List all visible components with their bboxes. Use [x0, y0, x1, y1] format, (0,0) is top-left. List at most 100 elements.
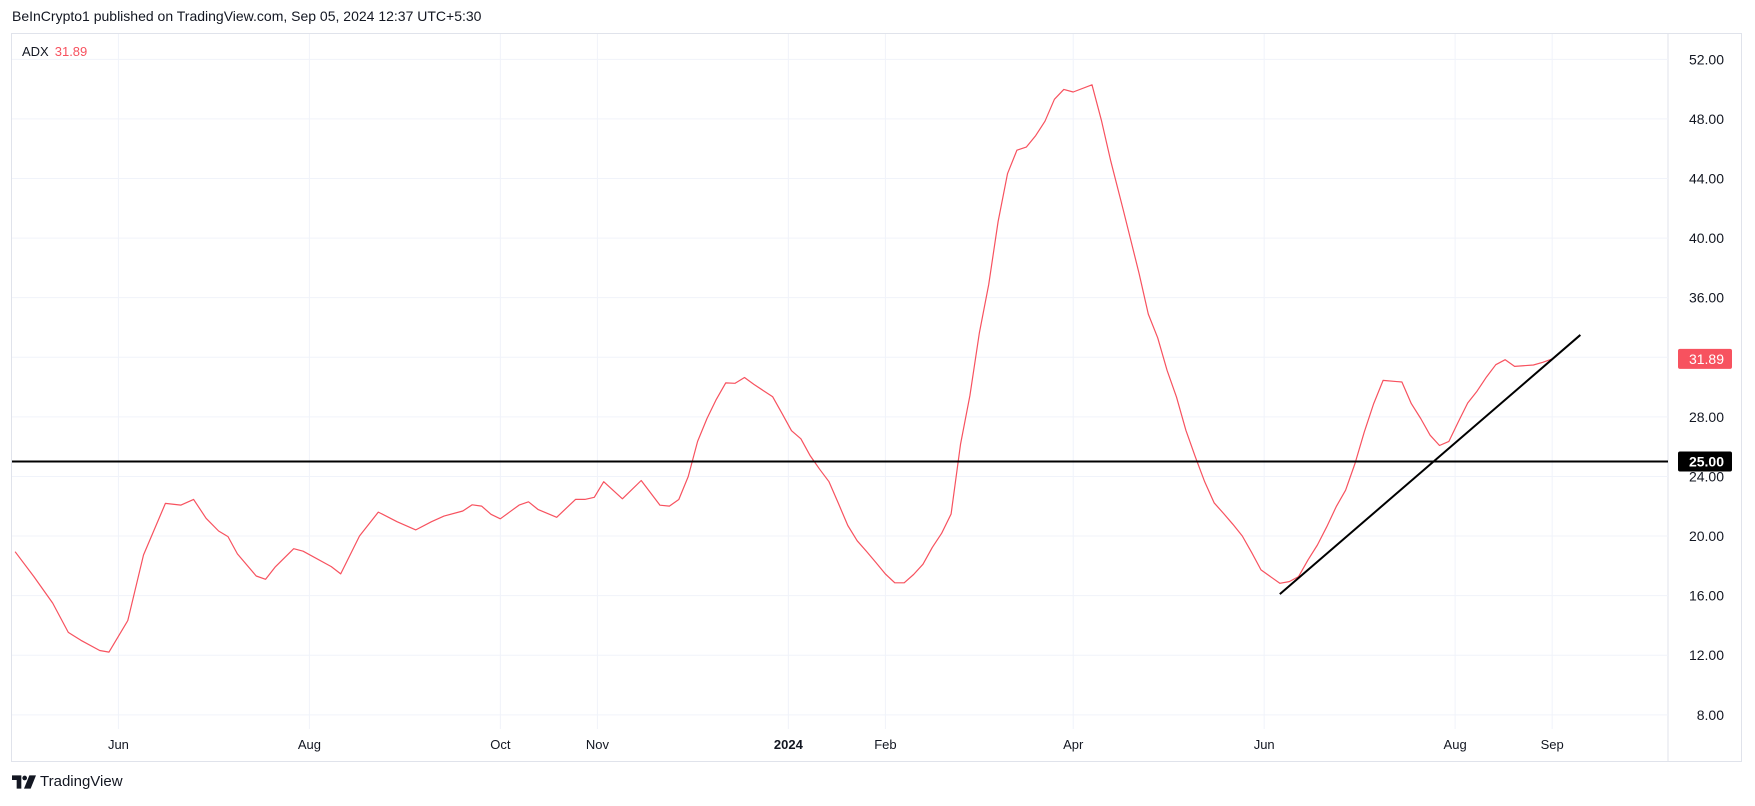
- data-point: [236, 553, 238, 555]
- data-point: [1035, 135, 1037, 137]
- data-point: [1335, 506, 1337, 508]
- data-point: [1542, 361, 1544, 363]
- data-point: [1485, 376, 1487, 378]
- data-point: [1326, 526, 1328, 528]
- data-point: [978, 332, 980, 334]
- x-tick-label: Feb: [874, 737, 896, 752]
- data-point: [80, 639, 82, 641]
- data-point: [1213, 502, 1215, 504]
- data-point: [127, 620, 129, 622]
- data-point: [193, 498, 195, 500]
- data-point: [781, 413, 783, 415]
- data-point: [358, 535, 360, 537]
- data-point: [706, 418, 708, 420]
- data-point: [1232, 523, 1234, 525]
- data-point: [1110, 160, 1112, 162]
- data-point: [753, 383, 755, 385]
- y-tick-label: 36.00: [1689, 290, 1724, 306]
- data-point: [164, 502, 166, 504]
- data-point: [1204, 481, 1206, 483]
- publisher-caption: BeInCrypto1 published on TradingView.com…: [12, 8, 482, 24]
- data-point: [659, 504, 661, 506]
- data-point: [1241, 535, 1243, 537]
- adx-data-points: [14, 84, 1553, 653]
- legend-indicator-name: ADX: [22, 44, 49, 59]
- data-point: [1260, 569, 1262, 571]
- data-point: [866, 551, 868, 553]
- data-point: [678, 499, 680, 501]
- data-point: [1307, 559, 1309, 561]
- y-tick-label: 28.00: [1689, 409, 1724, 425]
- data-point: [1016, 149, 1018, 151]
- data-point: [828, 481, 830, 483]
- data-point: [809, 455, 811, 457]
- data-point: [537, 508, 539, 510]
- data-point: [340, 573, 342, 575]
- data-point: [1476, 390, 1478, 392]
- data-point: [556, 516, 558, 518]
- data-point: [528, 501, 530, 503]
- x-tick-label: 2024: [774, 737, 804, 752]
- data-point: [931, 546, 933, 548]
- data-point: [1176, 396, 1178, 398]
- data-point: [1053, 98, 1055, 100]
- data-point: [99, 649, 101, 651]
- data-point: [725, 382, 727, 384]
- data-point: [1373, 403, 1375, 405]
- data-point: [668, 505, 670, 507]
- data-point: [697, 440, 699, 442]
- last-value-badge-bg: [1678, 348, 1732, 369]
- footer-brand-name: TradingView: [40, 773, 123, 790]
- data-point: [1138, 272, 1140, 274]
- data-point: [518, 504, 520, 506]
- data-point: [1279, 582, 1281, 584]
- data-point: [603, 481, 605, 483]
- horizontal-line-price-badge-bg: [1678, 451, 1732, 472]
- data-point: [142, 554, 144, 556]
- data-point: [396, 521, 398, 523]
- data-point: [903, 582, 905, 584]
- data-point: [1382, 379, 1384, 381]
- data-point: [1410, 403, 1412, 405]
- data-point: [1420, 418, 1422, 420]
- last-value-badge: 31.89: [1689, 351, 1724, 367]
- data-point: [490, 513, 492, 515]
- data-point: [1166, 369, 1168, 371]
- data-point: [574, 498, 576, 500]
- data-point: [1288, 581, 1290, 583]
- data-point: [1063, 88, 1065, 90]
- x-tick-label: Jun: [1254, 737, 1275, 752]
- data-point: [621, 498, 623, 500]
- data-point: [941, 532, 943, 534]
- data-point: [1072, 91, 1074, 93]
- data-point: [180, 504, 182, 506]
- data-point: [52, 602, 54, 604]
- data-point: [875, 562, 877, 564]
- y-tick-label: 12.00: [1689, 647, 1724, 663]
- data-point: [819, 468, 821, 470]
- x-tick-label: Apr: [1063, 737, 1084, 752]
- data-point: [293, 548, 295, 550]
- data-point: [471, 504, 473, 506]
- data-point: [1044, 120, 1046, 122]
- data-point: [988, 284, 990, 286]
- data-point: [1006, 173, 1008, 175]
- data-point: [960, 443, 962, 445]
- data-point: [33, 576, 35, 578]
- data-point: [1532, 364, 1534, 366]
- data-point: [265, 578, 267, 580]
- data-point: [772, 396, 774, 398]
- y-tick-label: 20.00: [1689, 528, 1724, 544]
- y-tick-label: 16.00: [1689, 588, 1724, 604]
- data-point: [1429, 434, 1431, 436]
- data-point: [837, 502, 839, 504]
- indicator-legend[interactable]: ADX 31.89: [22, 44, 87, 59]
- data-point: [1122, 209, 1124, 211]
- footer-brand[interactable]: TradingView: [12, 773, 123, 790]
- adx-series-line: [14, 84, 1553, 653]
- data-point: [377, 511, 379, 513]
- data-point: [800, 438, 802, 440]
- data-point: [1467, 402, 1469, 404]
- x-tick-label: Jun: [108, 737, 129, 752]
